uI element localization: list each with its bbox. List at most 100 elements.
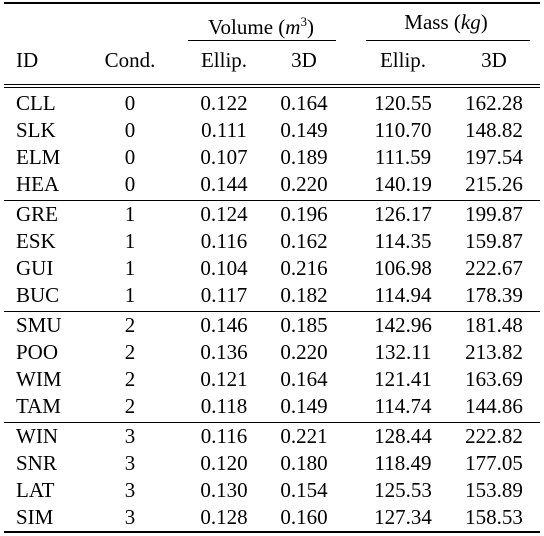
cell-volume-ellip: 0.121: [200, 367, 248, 391]
cell-volume-ellip: 0.118: [200, 394, 248, 418]
cell-id: HEA: [16, 172, 60, 196]
cell-volume-3d: 0.189: [280, 145, 328, 169]
cell-id: SIM: [16, 505, 54, 529]
cell-id: ESK: [16, 229, 56, 253]
cell-volume-3d: 0.164: [280, 367, 328, 391]
cell-volume-ellip: 0.116: [200, 229, 248, 253]
cell-id: CLL: [16, 91, 56, 115]
cell-cond: 0: [124, 91, 136, 115]
cell-mass-3d: 213.82: [465, 340, 523, 364]
cell-cond: 3: [124, 505, 136, 529]
cell-mass-3d: 148.82: [465, 118, 523, 142]
cell-mass-3d: 159.87: [465, 229, 523, 253]
cell-mass-ellip: 140.19: [374, 172, 432, 196]
top-rule: [4, 2, 540, 4]
col-header-volume-ellip: Ellip.: [200, 48, 248, 72]
cell-id: POO: [16, 340, 59, 364]
cell-cond: 0: [124, 118, 136, 142]
col-header-volume-3d: 3D: [291, 48, 317, 72]
cell-volume-ellip: 0.111: [201, 118, 247, 142]
cell-cond: 3: [124, 424, 136, 448]
cell-id: WIN: [16, 424, 58, 448]
cell-mass-ellip: 128.44: [374, 424, 432, 448]
cell-volume-ellip: 0.120: [200, 451, 248, 475]
cell-cond: 2: [124, 340, 136, 364]
cell-cond: 1: [124, 283, 136, 307]
cell-volume-3d: 0.196: [280, 202, 328, 226]
cell-mass-3d: 197.54: [465, 145, 523, 169]
cell-volume-ellip: 0.130: [200, 478, 248, 502]
cell-mass-ellip: 125.53: [374, 478, 432, 502]
cell-mass-3d: 215.26: [465, 172, 523, 196]
volume-group-underline: [188, 40, 336, 41]
cell-volume-ellip: 0.104: [200, 256, 248, 280]
cell-volume-3d: 0.164: [280, 91, 328, 115]
cell-volume-ellip: 0.146: [200, 313, 248, 337]
cell-volume-ellip: 0.107: [200, 145, 248, 169]
cell-mass-3d: 162.28: [465, 91, 523, 115]
cell-mass-ellip: 114.74: [374, 394, 432, 418]
group-separator: [4, 422, 540, 423]
cell-mass-ellip: 120.55: [374, 91, 432, 115]
cell-mass-3d: 177.05: [465, 451, 523, 475]
cell-mass-3d: 181.48: [465, 313, 523, 337]
cell-mass-ellip: 106.98: [374, 256, 432, 280]
cell-mass-ellip: 142.96: [374, 313, 432, 337]
bottom-rule: [4, 531, 540, 533]
cell-volume-3d: 0.160: [280, 505, 328, 529]
cell-cond: 1: [124, 256, 136, 280]
mass-group-header: Mass (kg): [404, 10, 488, 34]
cell-volume-ellip: 0.128: [200, 505, 248, 529]
header-rule-2: [4, 87, 540, 88]
cell-mass-ellip: 132.11: [374, 340, 432, 364]
cell-mass-ellip: 126.17: [374, 202, 432, 226]
cell-mass-3d: 178.39: [465, 283, 523, 307]
cell-volume-3d: 0.185: [280, 313, 328, 337]
cell-volume-ellip: 0.136: [200, 340, 248, 364]
cell-mass-ellip: 114.94: [374, 283, 432, 307]
cell-cond: 1: [124, 229, 136, 253]
cell-id: WIM: [16, 367, 62, 391]
col-header-mass-3d: 3D: [481, 48, 507, 72]
cell-volume-ellip: 0.117: [200, 283, 248, 307]
cell-volume-3d: 0.154: [280, 478, 328, 502]
cell-mass-3d: 199.87: [465, 202, 523, 226]
cell-id: ELM: [16, 145, 61, 169]
cell-cond: 0: [124, 145, 136, 169]
cell-mass-3d: 153.89: [465, 478, 523, 502]
cell-cond: 0: [124, 172, 136, 196]
cell-mass-ellip: 121.41: [374, 367, 432, 391]
col-header-mass-ellip: Ellip.: [379, 48, 427, 72]
cell-mass-3d: 222.82: [465, 424, 523, 448]
cell-id: SLK: [16, 118, 56, 142]
header-rule-1: [4, 84, 540, 85]
cell-cond: 1: [124, 202, 136, 226]
cell-mass-3d: 163.69: [465, 367, 523, 391]
cell-volume-3d: 0.220: [280, 340, 328, 364]
cell-mass-3d: 158.53: [465, 505, 523, 529]
cell-volume-ellip: 0.116: [200, 424, 248, 448]
group-separator: [4, 311, 540, 312]
cell-mass-ellip: 111.59: [374, 145, 432, 169]
cell-volume-3d: 0.149: [280, 118, 328, 142]
cell-cond: 2: [124, 367, 136, 391]
cell-volume-ellip: 0.144: [200, 172, 248, 196]
cell-mass-ellip: 118.49: [374, 451, 432, 475]
cell-volume-ellip: 0.124: [200, 202, 248, 226]
cell-id: GUI: [16, 256, 54, 280]
cell-volume-ellip: 0.122: [200, 91, 248, 115]
cell-volume-3d: 0.162: [280, 229, 328, 253]
cell-id: SNR: [16, 451, 57, 475]
cell-volume-3d: 0.216: [280, 256, 328, 280]
cell-mass-3d: 222.67: [465, 256, 523, 280]
cell-id: TAM: [16, 394, 61, 418]
cell-mass-3d: 144.86: [465, 394, 523, 418]
mass-group-underline: [366, 40, 530, 41]
cell-cond: 3: [124, 478, 136, 502]
cell-cond: 3: [124, 451, 136, 475]
col-header-cond: Cond.: [104, 48, 156, 72]
cell-volume-3d: 0.182: [280, 283, 328, 307]
cell-id: LAT: [16, 478, 55, 502]
cell-mass-ellip: 127.34: [374, 505, 432, 529]
cell-cond: 2: [124, 313, 136, 337]
